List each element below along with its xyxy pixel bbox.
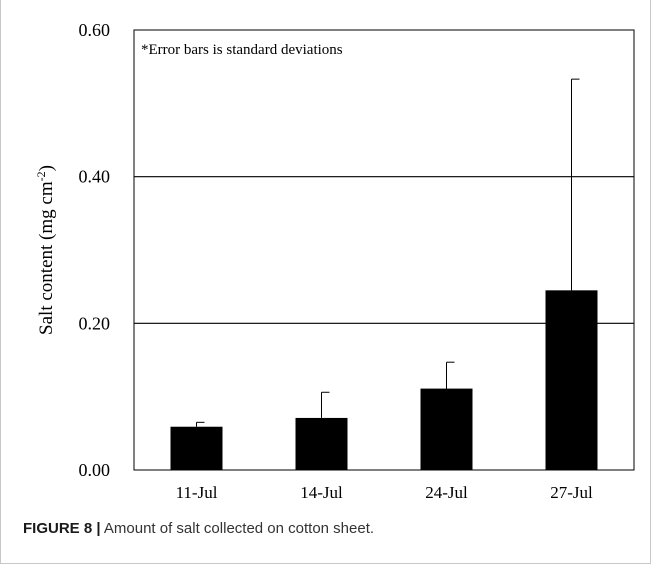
bar [420, 388, 473, 470]
chart-annotation: *Error bars is standard deviations [141, 42, 343, 58]
figure-caption: FIGURE 8 | Amount of salt collected on c… [23, 520, 374, 537]
y-axis-label-close: ) [36, 165, 57, 171]
y-axis-label-main: Salt content (mg cm [36, 181, 57, 335]
x-tick-label: 27-Jul [550, 483, 593, 502]
x-tick-label: 14-Jul [300, 483, 343, 502]
caption-text: Amount of salt collected on cotton sheet… [100, 520, 375, 537]
bar-chart: 0.00 0.20 0.40 0.60 11-Jul 14-Jul 24-Jul 27-Ju… [34, 20, 635, 502]
x-axis-ticks: 11-Jul 14-Jul 24-Jul 27-Jul [176, 483, 593, 502]
y-axis-label-exponent: -2 [34, 171, 48, 181]
caption-label: FIGURE 8 | [23, 520, 101, 537]
bars [170, 290, 598, 470]
y-tick-label: 0.60 [79, 20, 111, 40]
bar [545, 290, 598, 470]
y-axis-label: Salt content (mg cm-2) [34, 165, 57, 335]
plot-area [133, 29, 635, 471]
bar [295, 417, 348, 470]
error-bars [196, 78, 580, 427]
x-tick-label: 24-Jul [425, 483, 468, 502]
y-axis-ticks: 0.00 0.20 0.40 0.60 [79, 20, 111, 480]
x-tick-label: 11-Jul [176, 483, 218, 502]
y-tick-label: 0.40 [79, 167, 111, 187]
y-tick-label: 0.20 [79, 313, 111, 333]
y-tick-label: 0.00 [79, 460, 111, 480]
bar [170, 426, 223, 470]
